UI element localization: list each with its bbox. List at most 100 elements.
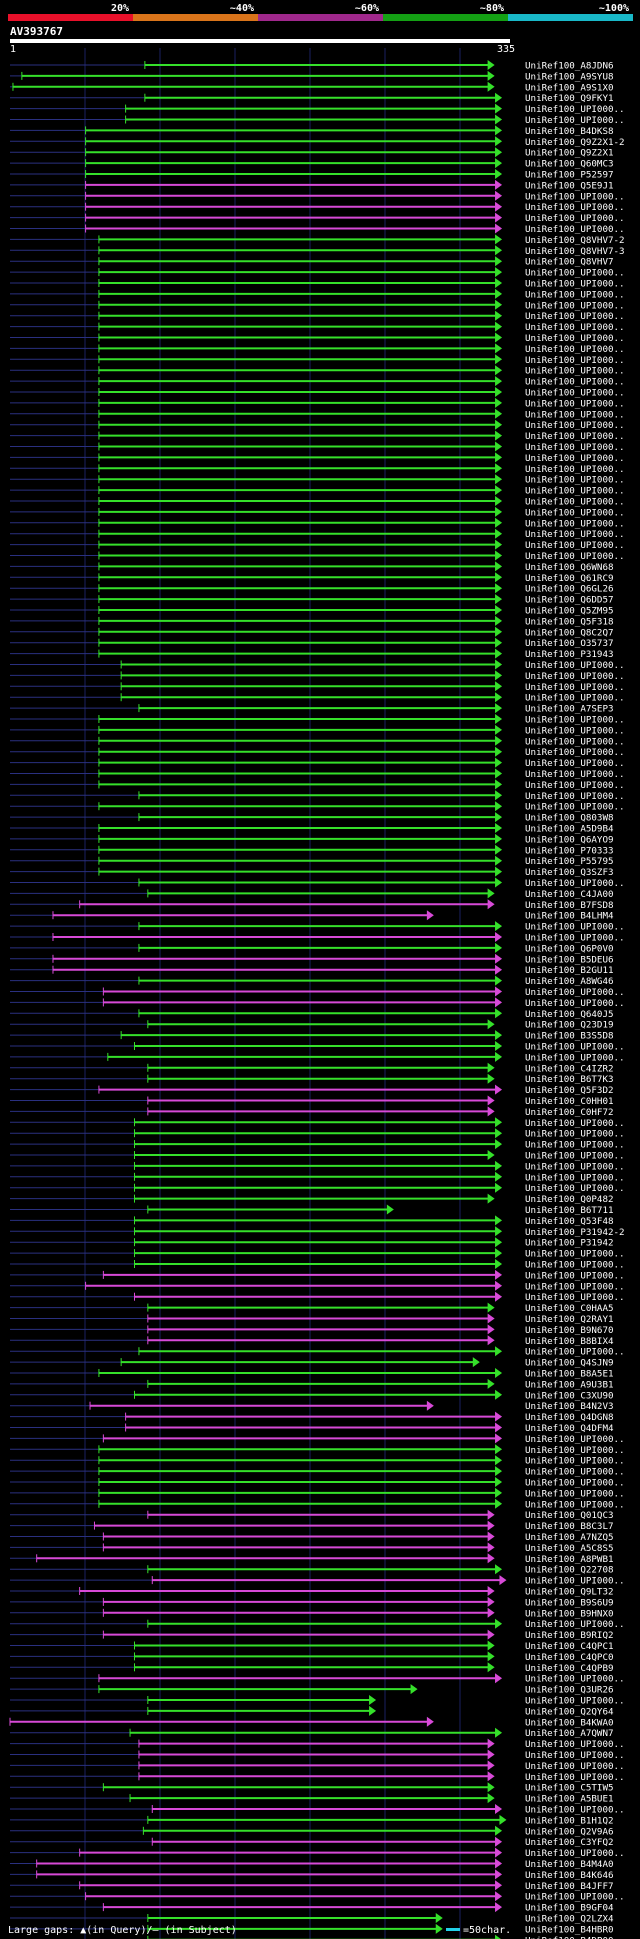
hit-label[interactable]: UniRef100_UPI000.. (525, 769, 625, 780)
hit-label[interactable]: UniRef100_UPI000.. (525, 213, 625, 224)
hit-row[interactable]: UniRef100_C4QPB9 (10, 1662, 614, 1674)
hit-label[interactable]: UniRef100_UPI000.. (525, 551, 625, 562)
hit-row[interactable]: UniRef100_A5BUE1 (10, 1793, 614, 1805)
hit-label[interactable]: UniRef100_A7NZQ5 (525, 1532, 614, 1543)
hit-label[interactable]: UniRef100_B4DKS8 (525, 126, 614, 137)
hit-label[interactable]: UniRef100_P70333 (525, 845, 614, 856)
hit-row[interactable]: UniRef100_UPI000.. (10, 670, 625, 682)
hit-label[interactable]: UniRef100_B1H1Q2 (525, 1815, 614, 1826)
hit-label[interactable]: UniRef100_UPI000.. (525, 431, 625, 442)
hit-label[interactable]: UniRef100_UPI000.. (525, 1576, 625, 1587)
hit-label[interactable]: UniRef100_P31942-2 (525, 1227, 625, 1238)
hit-row[interactable]: UniRef100_Q6WN68 (10, 561, 614, 573)
hit-label[interactable]: UniRef100_P55795 (525, 856, 614, 867)
hit-row[interactable]: UniRef100_B4HBR0 (10, 1923, 614, 1936)
hit-label[interactable]: UniRef100_Q4DFM4 (525, 1423, 614, 1434)
hit-row[interactable]: UniRef100_B4N2V3 (10, 1400, 614, 1413)
hit-row[interactable]: UniRef100_UPI000.. (10, 267, 625, 279)
hit-row[interactable]: UniRef100_C4QPC1 (10, 1640, 614, 1653)
hit-row[interactable]: UniRef100_UPI000.. (10, 1171, 625, 1184)
hit-label[interactable]: UniRef100_UPI000.. (525, 398, 625, 409)
hit-row[interactable]: UniRef100_B6T7K3 (10, 1073, 614, 1086)
hit-label[interactable]: UniRef100_UPI000.. (525, 1183, 625, 1194)
hit-label[interactable]: UniRef100_Q2RAY1 (525, 1314, 614, 1325)
hit-row[interactable]: UniRef100_UPI000.. (10, 681, 625, 693)
hit-row[interactable]: UniRef100_UPI000.. (10, 1498, 625, 1511)
hit-row[interactable]: UniRef100_UPI000.. (10, 757, 625, 770)
hit-row[interactable]: UniRef100_UPI000.. (10, 201, 625, 214)
hit-label[interactable]: UniRef100_A8WG46 (525, 976, 614, 987)
hit-label[interactable]: UniRef100_UPI000.. (525, 1434, 625, 1445)
hit-label[interactable]: UniRef100_Q2V9A6 (525, 1826, 614, 1837)
hit-label[interactable]: UniRef100_B8BIX4 (525, 1336, 614, 1347)
hit-row[interactable]: UniRef100_UPI000.. (10, 746, 625, 759)
hit-label[interactable]: UniRef100_B4JFF7 (525, 1881, 614, 1892)
hit-row[interactable]: UniRef100_Q8VHV7-3 (10, 245, 625, 257)
hit-row[interactable]: UniRef100_B4KWA0 (9, 1716, 614, 1729)
hit-row[interactable]: UniRef100_P31942-2 (10, 1226, 625, 1238)
hit-label[interactable]: UniRef100_UPI000.. (525, 747, 625, 758)
hit-label[interactable]: UniRef100_Q60MC3 (525, 159, 614, 170)
hit-row[interactable]: UniRef100_UPI000.. (10, 986, 625, 999)
hit-row[interactable]: UniRef100_B9HNX0 (10, 1607, 614, 1620)
hit-row[interactable]: UniRef100_UPI000.. (10, 1760, 625, 1772)
hit-label[interactable]: UniRef100_UPI000.. (525, 104, 625, 115)
hit-label[interactable]: UniRef100_C5TIW5 (525, 1783, 614, 1794)
hit-label[interactable]: UniRef100_UPI000.. (525, 191, 625, 202)
hit-row[interactable]: UniRef100_Q01QC3 (10, 1509, 614, 1522)
hit-row[interactable]: UniRef100_UPI000.. (10, 1128, 625, 1140)
hit-row[interactable]: UniRef100_UPI000.. (10, 212, 625, 225)
hit-label[interactable]: UniRef100_A5D9B4 (525, 824, 614, 835)
hit-row[interactable]: UniRef100_Q60MC3 (10, 158, 614, 170)
hit-row[interactable]: UniRef100_UPI000.. (10, 550, 625, 563)
hit-row[interactable]: UniRef100_Q6DD57 (10, 594, 614, 606)
hit-label[interactable]: UniRef100_B2GU11 (525, 965, 614, 976)
hit-row[interactable]: UniRef100_UPI000.. (10, 1280, 625, 1293)
hit-label[interactable]: UniRef100_B9S6U9 (525, 1597, 614, 1608)
hit-row[interactable]: UniRef100_UPI000.. (10, 288, 625, 301)
hit-label[interactable]: UniRef100_A5BUE1 (525, 1794, 614, 1805)
hit-row[interactable]: UniRef100_A9S1X0 (10, 81, 614, 94)
hit-row[interactable]: UniRef100_B4K646 (10, 1869, 614, 1881)
hit-row[interactable]: UniRef100_UPI000.. (10, 496, 625, 508)
hit-label[interactable]: UniRef100_C4IZR2 (525, 1063, 614, 1074)
hit-label[interactable]: UniRef100_UPI000.. (525, 1445, 625, 1456)
hit-row[interactable]: UniRef100_A7QWN7 (10, 1727, 614, 1740)
hit-label[interactable]: UniRef100_P52597 (525, 170, 614, 181)
hit-label[interactable]: UniRef100_Q2QY64 (525, 1706, 614, 1717)
hit-row[interactable]: UniRef100_UPI000.. (10, 1150, 625, 1162)
hit-label[interactable]: UniRef100_UPI000.. (525, 1292, 625, 1303)
hit-row[interactable]: UniRef100_Q4DFM4 (10, 1422, 614, 1435)
hit-label[interactable]: UniRef100_C0HH01 (525, 1096, 614, 1107)
hit-label[interactable]: UniRef100_B9N670 (525, 1325, 614, 1336)
hit-label[interactable]: UniRef100_Q6AYO9 (525, 834, 614, 845)
hit-row[interactable]: UniRef100_Q5ZM95 (10, 605, 614, 617)
hit-label[interactable]: UniRef100_UPI000.. (525, 736, 625, 747)
hit-row[interactable]: UniRef100_B7FSD8 (10, 899, 614, 911)
hit-label[interactable]: UniRef100_UPI000.. (525, 1467, 625, 1478)
hit-label[interactable]: UniRef100_Q9Z2X1-2 (525, 137, 625, 148)
hit-row[interactable]: UniRef100_UPI000.. (10, 517, 625, 530)
hit-row[interactable]: UniRef100_UPI000.. (10, 310, 625, 323)
hit-label[interactable]: UniRef100_UPI000.. (525, 311, 625, 322)
hit-label[interactable]: UniRef100_UPI000.. (525, 922, 625, 933)
hit-label[interactable]: UniRef100_Q6GL26 (525, 584, 614, 595)
hit-row[interactable]: UniRef100_P31943 (10, 648, 614, 661)
hit-label[interactable]: UniRef100_UPI000.. (525, 725, 625, 736)
hit-row[interactable]: UniRef100_UPI000.. (10, 1051, 625, 1064)
hit-label[interactable]: UniRef100_UPI000.. (525, 518, 625, 529)
hit-row[interactable]: UniRef100_UPI000.. (10, 1673, 625, 1685)
hit-row[interactable]: UniRef100_B9S6U9 (10, 1596, 614, 1609)
hit-row[interactable]: UniRef100_UPI000.. (10, 506, 625, 519)
hit-label[interactable]: UniRef100_B9GF04 (525, 1903, 614, 1914)
hit-row[interactable]: UniRef100_Q23D19 (10, 1019, 614, 1031)
hit-row[interactable]: UniRef100_UPI000.. (10, 877, 625, 890)
hit-row[interactable]: UniRef100_UPI000.. (10, 1771, 625, 1783)
hit-row[interactable]: UniRef100_UPI000.. (10, 659, 625, 672)
hit-row[interactable]: UniRef100_Q640J5 (10, 1008, 614, 1020)
hit-label[interactable]: UniRef100_P31943 (525, 649, 614, 660)
hit-label[interactable]: UniRef100_UPI000.. (525, 1456, 625, 1467)
hit-label[interactable]: UniRef100_C4JA00 (525, 889, 614, 900)
hit-label[interactable]: UniRef100_UPI000.. (525, 987, 625, 998)
hit-row[interactable]: UniRef100_UPI000.. (10, 1444, 625, 1456)
